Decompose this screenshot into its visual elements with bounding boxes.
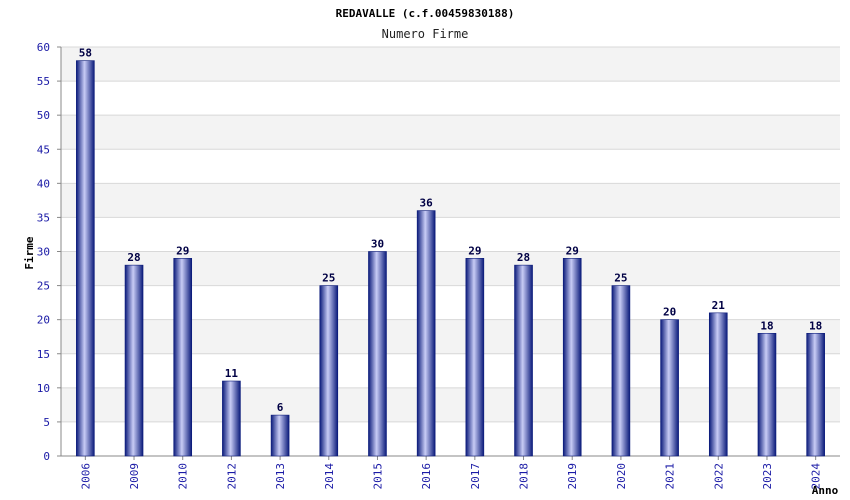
data-label-2017: 29: [468, 244, 481, 257]
x-tick-label-2020: 2020: [615, 463, 628, 490]
y-tick-labels: 0 5 10 15 20 25 30 35 40 45 50 55 60: [37, 41, 50, 463]
bar-2019: [562, 258, 582, 457]
bars: [76, 60, 825, 457]
bar-2020: [611, 285, 631, 457]
x-tick-label-2014: 2014: [323, 463, 336, 490]
x-tick-label-2021: 2021: [664, 463, 677, 490]
data-label-2018: 28: [517, 251, 530, 264]
bar-2013: [270, 414, 290, 457]
data-label-2016: 36: [420, 197, 434, 210]
x-tick-label-2019: 2019: [566, 463, 579, 490]
data-label-2006: 58: [79, 47, 92, 60]
data-label-2021: 20: [663, 306, 676, 319]
x-tick-label-2009: 2009: [128, 463, 141, 490]
y-axis-label: Firme: [23, 236, 36, 269]
bar-2021: [660, 319, 679, 457]
y-tick-label: 10: [37, 382, 50, 395]
data-label-2022: 21: [712, 299, 726, 312]
y-tick-label: 15: [37, 348, 50, 361]
data-label-2023: 18: [760, 319, 773, 332]
chart-title: REDAVALLE (c.f.00459830188): [336, 7, 515, 20]
y-tick-label: 25: [37, 280, 50, 293]
x-tick-label-2024: 2024: [810, 463, 823, 490]
bar-2014: [319, 285, 339, 457]
x-tick-label-2022: 2022: [712, 463, 725, 490]
y-tick-label: 45: [37, 143, 50, 156]
data-label-2024: 18: [809, 319, 822, 332]
data-label-2019: 29: [566, 244, 579, 257]
bar-2017: [465, 258, 485, 457]
x-tick-label-2018: 2018: [518, 463, 531, 490]
x-tick-label-2023: 2023: [761, 463, 774, 490]
y-tick-label: 60: [37, 41, 50, 54]
y-tick-label: 50: [37, 109, 50, 122]
grid-band: [61, 47, 840, 82]
bar-2023: [757, 332, 777, 457]
data-label-2009: 28: [127, 251, 140, 264]
bar-2015: [368, 251, 387, 457]
data-label-2010: 29: [176, 244, 189, 257]
x-tick-label-2012: 2012: [225, 463, 238, 490]
y-tick-label: 0: [43, 450, 50, 463]
data-labels: 58 28 29 11 6 25 30 36 29 28 29 25 20 21 18 18: [79, 47, 823, 414]
x-tick-label-2013: 2013: [274, 463, 287, 490]
x-tick-labels: 2006 2009 2010 2012 2013 2014 2015 2016 2017 2018…: [79, 463, 822, 490]
y-tick-label: 40: [37, 177, 50, 190]
data-label-2015: 30: [371, 238, 384, 251]
y-tick-label: 30: [37, 246, 50, 259]
x-tick-label-2006: 2006: [79, 463, 92, 490]
bar-2016: [416, 210, 436, 457]
grid-band: [61, 115, 840, 150]
y-tick-label: 55: [37, 75, 50, 88]
grid-band: [61, 183, 840, 218]
y-tick-label: 5: [43, 416, 50, 429]
bar-2022: [708, 312, 728, 457]
bar-2018: [514, 264, 533, 457]
data-label-2020: 25: [614, 272, 627, 285]
bar-2024: [806, 332, 825, 457]
chart-subtitle: Numero Firme: [382, 27, 469, 41]
data-label-2012: 11: [225, 367, 239, 380]
bar-2012: [222, 380, 241, 457]
bar-2009: [124, 264, 144, 457]
x-tick-label-2016: 2016: [420, 463, 433, 490]
bar-2010: [173, 258, 193, 457]
data-label-2013: 6: [277, 401, 284, 414]
x-tick-label-2010: 2010: [177, 463, 190, 490]
bar-2006: [76, 60, 95, 457]
y-tick-label: 20: [37, 314, 50, 327]
x-tick-label-2017: 2017: [469, 463, 482, 490]
x-axis-label: Anno: [812, 484, 839, 497]
x-tick-label-2015: 2015: [371, 463, 384, 490]
y-tick-label: 35: [37, 211, 50, 224]
data-label-2014: 25: [322, 272, 335, 285]
